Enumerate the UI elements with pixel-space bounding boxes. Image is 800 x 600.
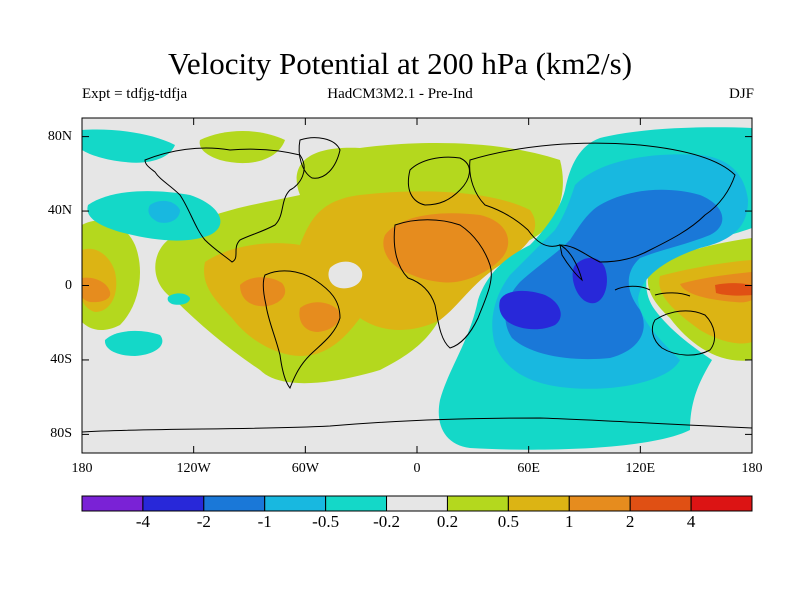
colorbar-swatch	[386, 495, 448, 512]
colorbar-level-label: 4	[686, 512, 696, 531]
lon-tick-label: 180	[741, 461, 763, 476]
lat-tick-label: 80S	[50, 426, 72, 442]
colorbar-level-label: -0.5	[312, 512, 340, 531]
coastline-north-america	[144, 147, 305, 263]
colorbar-frame	[81, 495, 753, 512]
contour-region-pos-1-sa	[240, 277, 286, 307]
coastline-australia	[651, 310, 716, 356]
contour-region-neg-2	[499, 290, 561, 330]
colorbar-level-label: -2	[196, 512, 211, 531]
colorbar-level-label: -1	[257, 512, 272, 531]
season-label: DJF	[728, 86, 754, 102]
colorbar-swatch	[629, 495, 692, 512]
contour-region-neg-0.2-arctic	[82, 129, 175, 163]
colorbar-swatch	[690, 495, 753, 512]
colorbar-level-label: 0.2	[436, 512, 459, 531]
coastline-india	[559, 244, 583, 282]
coastline-south-america	[262, 270, 341, 389]
lon-tick-label: 0	[413, 461, 421, 476]
contour-region-pos-1-sa2	[299, 302, 340, 332]
positive-anomaly-regions	[82, 131, 752, 384]
colorbar-swatch	[203, 495, 266, 512]
colorbar-swatch	[142, 495, 205, 512]
colorbar-swatch	[568, 495, 631, 512]
colorbar-swatch	[507, 495, 570, 512]
colorbar-level-label: -0.2	[373, 512, 400, 531]
negative-anomaly-regions	[82, 127, 752, 450]
colorbar-level-label: -4	[135, 512, 150, 531]
lat-tick-label: 80N	[47, 128, 72, 144]
contour-region-neutral-atlantic	[328, 261, 363, 289]
coastline-asia	[469, 142, 736, 263]
contour-region-pos-2	[715, 283, 752, 296]
colorbar-swatch	[446, 495, 509, 512]
contour-region-neg-0.2-small	[167, 293, 190, 305]
colorbar	[81, 495, 753, 512]
coastlines	[82, 137, 752, 433]
colorbar-swatch	[81, 495, 144, 512]
contour-region-neg-0.5-pacific	[148, 200, 180, 223]
coastline-africa	[393, 219, 492, 349]
coastline-greenland	[298, 137, 341, 179]
contour-region-neg-2-b	[572, 257, 607, 304]
model-label: HadCM3M2.1 - Pre-Ind	[327, 86, 473, 102]
lat-tick-label: 0	[65, 277, 72, 293]
coastline-europe	[407, 156, 470, 206]
colorbar-swatch	[264, 495, 327, 512]
contour-region-pos-1	[383, 213, 509, 283]
lon-tick-label: 120W	[176, 461, 211, 476]
colorbar-swatch	[325, 495, 388, 512]
lon-tick-label: 180	[71, 461, 93, 476]
experiment-label: Expt = tdfjg-tdfja	[82, 86, 188, 102]
colorbar-level-label: 1	[565, 512, 574, 531]
coastline-indonesia	[614, 285, 691, 297]
plot-title: Velocity Potential at 200 hPa (km2/s)	[167, 46, 633, 81]
lon-tick-label: 60W	[291, 461, 319, 476]
colorbar-level-label: 2	[625, 512, 635, 531]
lon-tick-label: 60E	[517, 461, 540, 476]
coastline-antarctica	[82, 417, 752, 433]
contour-region-neg-0.2-southpac	[104, 330, 163, 356]
colorbar-level-label: 0.5	[497, 512, 519, 531]
lon-tick-label: 120E	[625, 461, 656, 476]
lat-tick-label: 40S	[50, 351, 72, 367]
contour-region-pos-0.2-arctic	[199, 131, 285, 164]
contour-region-pos-1-west	[82, 277, 111, 303]
lat-tick-label: 40N	[47, 203, 72, 219]
axis-ticks	[81, 118, 753, 453]
map-panel	[82, 118, 752, 453]
